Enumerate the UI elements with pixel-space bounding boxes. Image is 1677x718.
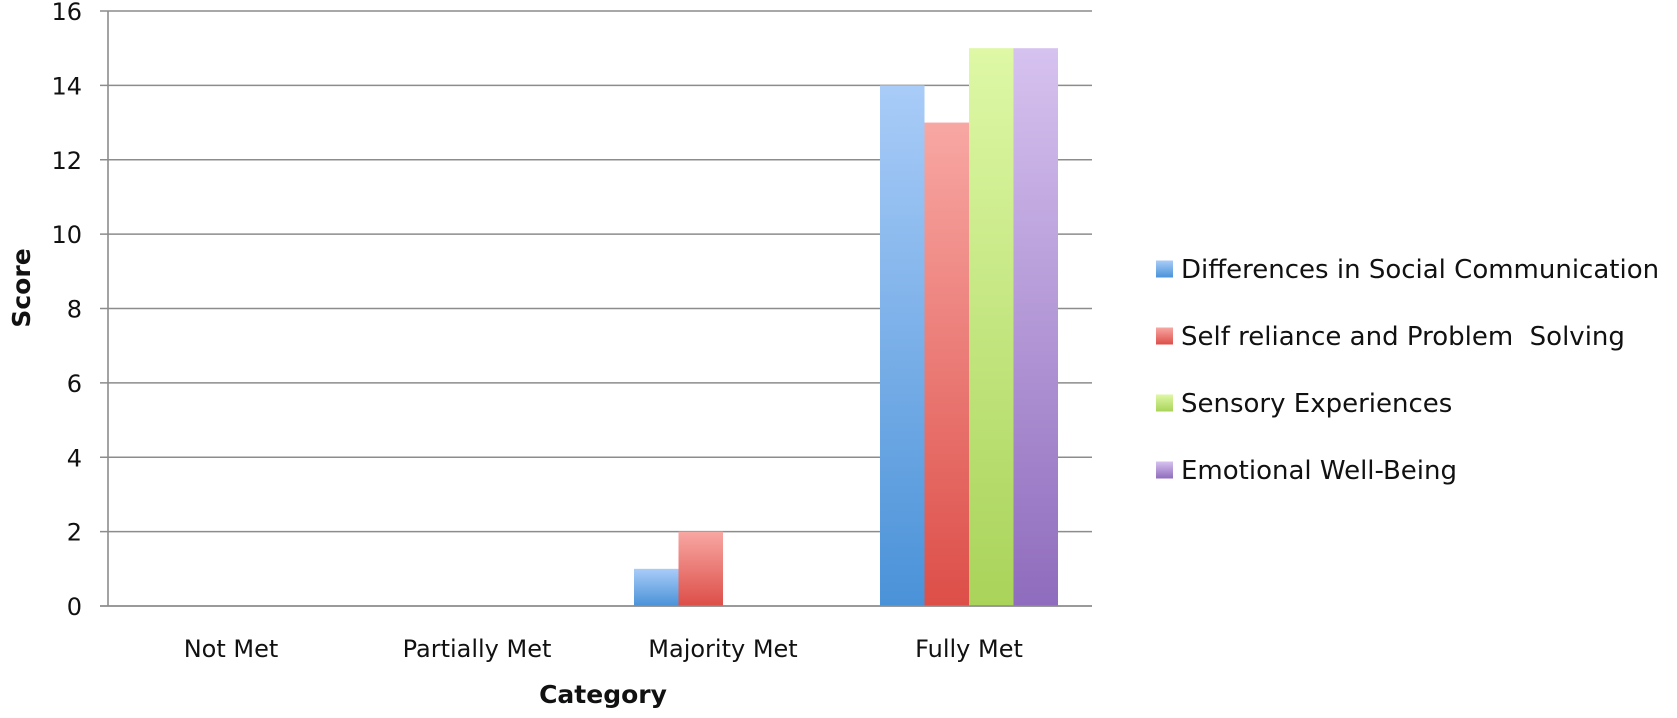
legend-label-emotional-well-being: Emotional Well-Being — [1181, 456, 1457, 486]
bars — [634, 48, 1058, 606]
y-tick-labels: 0 2 4 6 8 10 12 14 16 — [51, 0, 82, 621]
y-tick-label-16: 16 — [51, 0, 82, 26]
y-tick-label-12: 12 — [51, 147, 82, 175]
bar-fully-met-sensory-experiences — [969, 48, 1014, 606]
legend: Differences in Social Communication Self … — [1156, 255, 1659, 486]
y-tick-label-2: 2 — [67, 519, 82, 547]
bar-fully-met-differences-in-social-communication — [880, 85, 925, 606]
x-tick-label-fully-met: Fully Met — [915, 635, 1023, 663]
y-tick-label-4: 4 — [67, 444, 82, 472]
x-tick-label-majority-met: Majority Met — [648, 635, 797, 663]
bar-majority-met-differences-in-social-communication — [634, 568, 679, 606]
legend-swatch-differences-in-social-communication — [1156, 260, 1173, 278]
y-tick-label-0: 0 — [67, 593, 82, 621]
y-tick-label-10: 10 — [51, 221, 82, 249]
axes — [100, 11, 1092, 607]
x-tick-labels: Not Met Partially Met Majority Met Fully Me… — [184, 635, 1023, 663]
legend-label-differences-in-social-communication: Differences in Social Communication — [1181, 255, 1659, 285]
bar-fully-met-emotional-well-being — [1013, 48, 1058, 606]
legend-swatch-emotional-well-being — [1156, 461, 1173, 479]
bar-majority-met-self-reliance-and-problem-solving — [678, 531, 723, 606]
legend-swatch-sensory-experiences — [1156, 394, 1173, 412]
x-tick-label-partially-met: Partially Met — [403, 635, 552, 663]
y-axis-title: Score — [7, 248, 36, 327]
legend-label-sensory-experiences: Sensory Experiences — [1181, 389, 1452, 419]
x-axis-title: Category — [539, 680, 667, 709]
x-tick-label-not-met: Not Met — [184, 635, 279, 663]
legend-label-self-reliance-and-problem-solving: Self reliance and Problem Solving — [1181, 322, 1625, 352]
legend-swatch-self-reliance-and-problem-solving — [1156, 327, 1173, 345]
y-tick-label-14: 14 — [51, 72, 82, 100]
y-tick-label-8: 8 — [67, 296, 82, 324]
y-tick-label-6: 6 — [67, 370, 82, 398]
bar-fully-met-self-reliance-and-problem-solving — [924, 122, 969, 606]
gridlines — [100, 10, 1092, 607]
